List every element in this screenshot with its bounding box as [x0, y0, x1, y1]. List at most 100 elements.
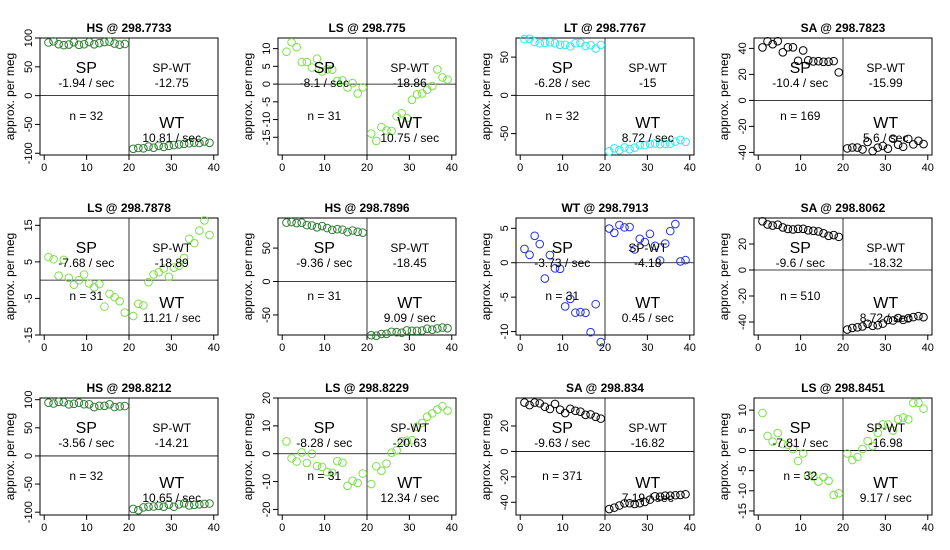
diff-label: SP-WT — [152, 61, 191, 75]
data-point-wt — [671, 219, 680, 229]
data-point-wt — [620, 143, 629, 152]
data-point-wt — [189, 238, 199, 248]
y-tick-label: 20 — [261, 392, 273, 404]
data-point-wt — [914, 398, 923, 407]
data-point-wt — [433, 324, 442, 333]
data-point-wt — [174, 500, 184, 509]
x-tick-label: 10 — [318, 342, 330, 354]
data-point-wt — [443, 406, 452, 415]
data-point-sp — [79, 270, 89, 279]
y-tick-label: -10 — [261, 112, 273, 128]
data-point-wt — [873, 143, 883, 152]
x-tick-label: 20 — [123, 162, 135, 174]
data-point-sp — [591, 299, 600, 309]
y-tick-label: 50 — [23, 61, 35, 73]
data-point-sp — [317, 67, 327, 76]
y-axis-label: approx. per meg — [3, 53, 17, 140]
sp-rate: -3.73 / sec — [534, 256, 590, 270]
data-point-sp — [79, 39, 89, 49]
data-point-wt — [660, 239, 670, 248]
y-axis-label: approx. per meg — [241, 233, 255, 320]
data-point-sp — [576, 307, 585, 317]
data-point-wt — [402, 113, 412, 123]
diff-label: SP-WT — [866, 421, 905, 435]
data-point-wt — [184, 234, 194, 244]
data-point-wt — [903, 415, 913, 424]
data-point-wt — [134, 299, 143, 309]
data-point-sp — [788, 225, 798, 234]
diff-value: -18.45 — [393, 256, 427, 270]
data-point-sp — [560, 408, 570, 418]
data-point-wt — [144, 502, 153, 511]
data-point-sp — [803, 56, 813, 65]
x-tick-label: 30 — [641, 162, 653, 174]
data-point-wt — [149, 502, 158, 511]
x-tick-label: 0 — [517, 162, 523, 174]
y-tick-label: 0 — [261, 278, 273, 284]
data-point-wt — [402, 326, 412, 335]
data-point-sp — [540, 402, 550, 412]
data-point-wt — [615, 220, 624, 230]
data-point-sp — [793, 456, 803, 466]
data-point-wt — [620, 223, 629, 232]
x-tick-label: 0 — [279, 162, 285, 174]
data-point-sp — [803, 470, 813, 480]
data-point-sp — [358, 228, 368, 237]
data-point-sp — [550, 264, 560, 273]
data-point-wt — [625, 498, 634, 508]
data-point-sp — [829, 490, 838, 500]
x-tick-label: 30 — [403, 342, 415, 354]
sp-rate: -1.94 / sec — [58, 76, 114, 90]
data-point-wt — [372, 136, 381, 146]
data-point-sp — [115, 296, 124, 306]
sp-label: SP — [790, 60, 811, 77]
data-point-wt — [858, 322, 867, 331]
data-point-sp — [89, 402, 99, 412]
y-axis-label: approx. per meg — [3, 233, 17, 320]
data-point-sp — [819, 472, 828, 482]
x-tick-label: 40 — [684, 342, 696, 354]
data-point-wt — [443, 75, 452, 84]
data-point-sp — [322, 467, 332, 477]
data-point-sp — [297, 448, 307, 457]
data-point-wt — [205, 138, 214, 148]
data-point-wt — [863, 436, 872, 446]
data-point-sp — [809, 57, 818, 66]
data-point-wt — [205, 499, 214, 508]
y-tick-label: 0 — [737, 447, 749, 453]
data-point-wt — [610, 228, 619, 238]
data-point-sp — [798, 46, 808, 55]
data-point-sp — [520, 34, 529, 44]
data-point-wt — [893, 313, 903, 323]
data-point-sp — [282, 437, 291, 446]
data-point-wt — [848, 143, 857, 152]
wt-rate: 11.21 / sec — [143, 311, 201, 325]
data-point-wt — [179, 498, 189, 508]
data-point-sp — [768, 39, 777, 49]
panel-title: HS @ 298.7733 — [86, 21, 171, 35]
panel: LS @ 298.7878 0 10 20 30 40 -15 -5 5 15 approx. pe… — [3, 201, 220, 354]
y-axis-label: approx. per meg — [241, 53, 255, 140]
y-tick-label: -10 — [261, 474, 273, 490]
data-point-wt — [164, 272, 174, 282]
sp-label: SP — [314, 60, 335, 77]
y-tick-label: 0 — [737, 267, 749, 273]
data-point-sp — [333, 224, 342, 234]
sp-label: SP — [76, 240, 97, 257]
data-point-sp — [824, 57, 833, 67]
y-tick-label: 100 — [23, 391, 35, 409]
data-point-wt — [372, 461, 381, 471]
diff-label: SP-WT — [152, 421, 191, 435]
data-point-sp — [44, 252, 53, 262]
sp-label: SP — [552, 240, 573, 257]
y-tick-label: 5 — [261, 63, 273, 69]
sp-label: SP — [552, 60, 573, 77]
data-point-sp — [555, 40, 565, 50]
data-point-sp — [115, 40, 124, 49]
x-tick-label: 30 — [879, 522, 891, 534]
data-point-wt — [655, 256, 665, 265]
data-point-wt — [873, 428, 883, 438]
n-count: n = 31 — [545, 289, 579, 303]
y-tick-label: -5 — [499, 292, 511, 302]
data-point-sp — [793, 56, 803, 66]
